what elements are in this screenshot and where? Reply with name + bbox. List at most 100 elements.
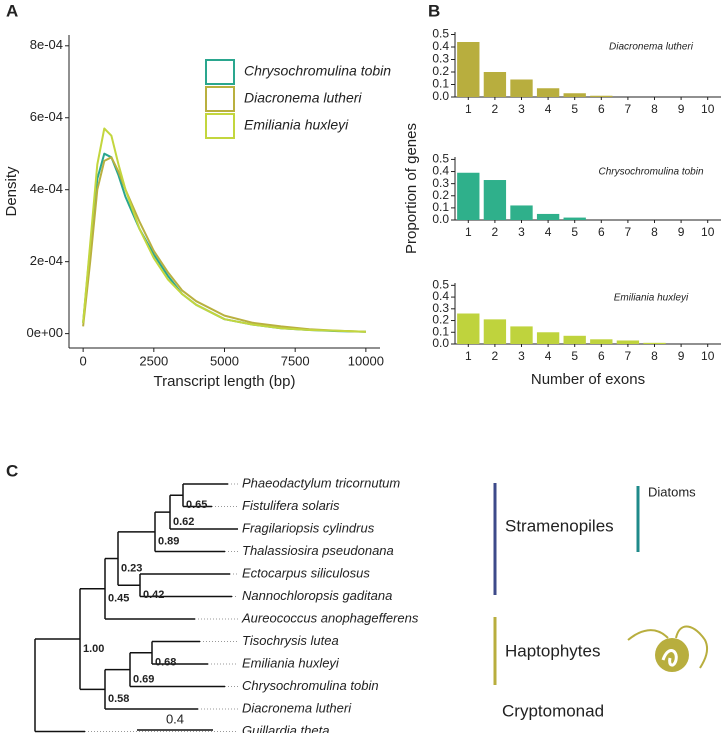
chart-title: Emiliania huxleyi <box>614 293 689 304</box>
x-tick-label: 5 <box>571 349 578 363</box>
leaf-label: Nannochloropsis gaditana <box>242 588 392 603</box>
leaf-label: Fragilariopsis cylindrus <box>242 520 375 535</box>
x-tick-label: 9 <box>678 225 685 239</box>
x-tick-label: 6 <box>598 349 605 363</box>
support-label: 0.23 <box>121 562 142 574</box>
x-tick-label: 8 <box>651 349 658 363</box>
leaf-label: Emiliania huxleyi <box>242 655 340 670</box>
x-tick-label: 5 <box>571 225 578 239</box>
x-tick-label: 6 <box>598 102 605 116</box>
y-tick-label: 0.0 <box>432 89 449 103</box>
support-label: 0.89 <box>158 536 179 548</box>
x-tick-label: 10000 <box>348 353 384 368</box>
cell-icon <box>627 625 709 672</box>
bar <box>616 340 640 344</box>
legend-label: Emiliania huxleyi <box>244 117 349 133</box>
x-tick-label: 1 <box>465 102 472 116</box>
y-tick-label: 0.1 <box>432 200 449 214</box>
group-label: Haptophytes <box>505 641 600 660</box>
bar <box>457 42 480 97</box>
leaf-label: Fistulifera solaris <box>242 498 340 513</box>
y-tick-label: 0.4 <box>432 289 449 303</box>
group-label: Stramenopiles <box>505 516 614 535</box>
x-tick-label: 9 <box>678 102 685 116</box>
bar <box>510 326 533 344</box>
y-tick-label: 0.4 <box>432 164 449 178</box>
y-tick-label: 0.3 <box>432 52 449 66</box>
bar <box>457 313 480 344</box>
y-tick-label: 0.2 <box>432 188 449 202</box>
bar <box>536 213 560 220</box>
leaf-label: Chrysochromulina tobin <box>242 678 379 693</box>
x-axis-title: Number of exons <box>531 371 645 388</box>
y-tick-label: 8e-04 <box>30 37 63 52</box>
panel-label: C <box>6 461 18 480</box>
legend-key <box>205 59 235 85</box>
x-tick-label: 8 <box>651 225 658 239</box>
x-tick-label: 1 <box>465 349 472 363</box>
y-tick-label: 0.5 <box>432 278 449 292</box>
panel-label: A <box>6 1 18 20</box>
support-label: 0.69 <box>133 674 154 686</box>
support-label: 0.65 <box>186 499 207 511</box>
bar <box>536 332 560 344</box>
bar <box>457 172 480 220</box>
leaf-label: Guillardia theta <box>242 723 329 733</box>
x-tick-label: 0 <box>80 353 87 368</box>
bar <box>563 335 586 344</box>
bar <box>510 79 533 97</box>
panel-label: B <box>428 1 440 20</box>
bar <box>590 339 613 344</box>
x-tick-label: 9 <box>678 349 685 363</box>
x-tick-label: 4 <box>545 102 552 116</box>
leaf-label: Phaeodactylum tricornutum <box>242 475 400 490</box>
x-tick-label: 7 <box>625 102 632 116</box>
support-label: 0.62 <box>173 516 194 528</box>
x-tick-label: 1 <box>465 225 472 239</box>
support-label: 0.58 <box>108 693 129 705</box>
x-tick-label: 10 <box>701 225 715 239</box>
y-tick-label: 0.3 <box>432 301 449 315</box>
x-tick-label: 8 <box>651 102 658 116</box>
y-axis-title: Proportion of genes <box>403 123 420 254</box>
x-tick-label: 2500 <box>139 353 168 368</box>
support-label: 1.00 <box>83 643 104 655</box>
x-tick-label: 2 <box>492 225 499 239</box>
y-tick-label: 0e+00 <box>26 325 63 340</box>
x-tick-label: 6 <box>598 225 605 239</box>
x-tick-label: 4 <box>545 349 552 363</box>
legend-label: Diacronema lutheri <box>244 90 362 106</box>
support-label: 0.42 <box>143 589 164 601</box>
legend-key <box>205 113 235 139</box>
legend-label: Chrysochromulina tobin <box>244 63 391 79</box>
y-tick-label: 0.0 <box>432 336 449 350</box>
bar <box>643 342 666 344</box>
x-tick-label: 10 <box>701 102 715 116</box>
x-tick-label: 5000 <box>210 353 239 368</box>
y-tick-label: 0.2 <box>432 64 449 78</box>
chart-title: Chrysochromulina tobin <box>598 167 703 178</box>
x-axis-title: Transcript length (bp) <box>153 373 295 390</box>
leaf-label: Aureococcus anophagefferens <box>241 610 419 625</box>
legend-key <box>205 86 235 112</box>
y-tick-label: 6e-04 <box>30 109 63 124</box>
chart-title: Diacronema lutheri <box>609 42 694 53</box>
y-axis-title: Density <box>3 166 20 217</box>
bar <box>483 319 507 344</box>
y-tick-label: 0.4 <box>432 39 449 53</box>
y-tick-label: 0.0 <box>432 212 449 226</box>
leaf-label: Tisochrysis lutea <box>242 633 339 648</box>
bar <box>510 205 533 220</box>
y-tick-label: 0.2 <box>432 313 449 327</box>
y-tick-label: 0.5 <box>432 27 449 41</box>
y-tick-label: 4e-04 <box>30 181 63 196</box>
bar <box>563 217 586 220</box>
leaf-label: Ectocarpus siliculosus <box>242 565 370 580</box>
bar <box>483 180 507 220</box>
x-tick-label: 3 <box>518 102 525 116</box>
leaf-label: Diacronema lutheri <box>242 700 352 715</box>
series-line <box>82 127 366 333</box>
x-tick-label: 3 <box>518 225 525 239</box>
series-line <box>82 152 366 333</box>
leaf-label: Thalassiosira pseudonana <box>242 543 394 558</box>
